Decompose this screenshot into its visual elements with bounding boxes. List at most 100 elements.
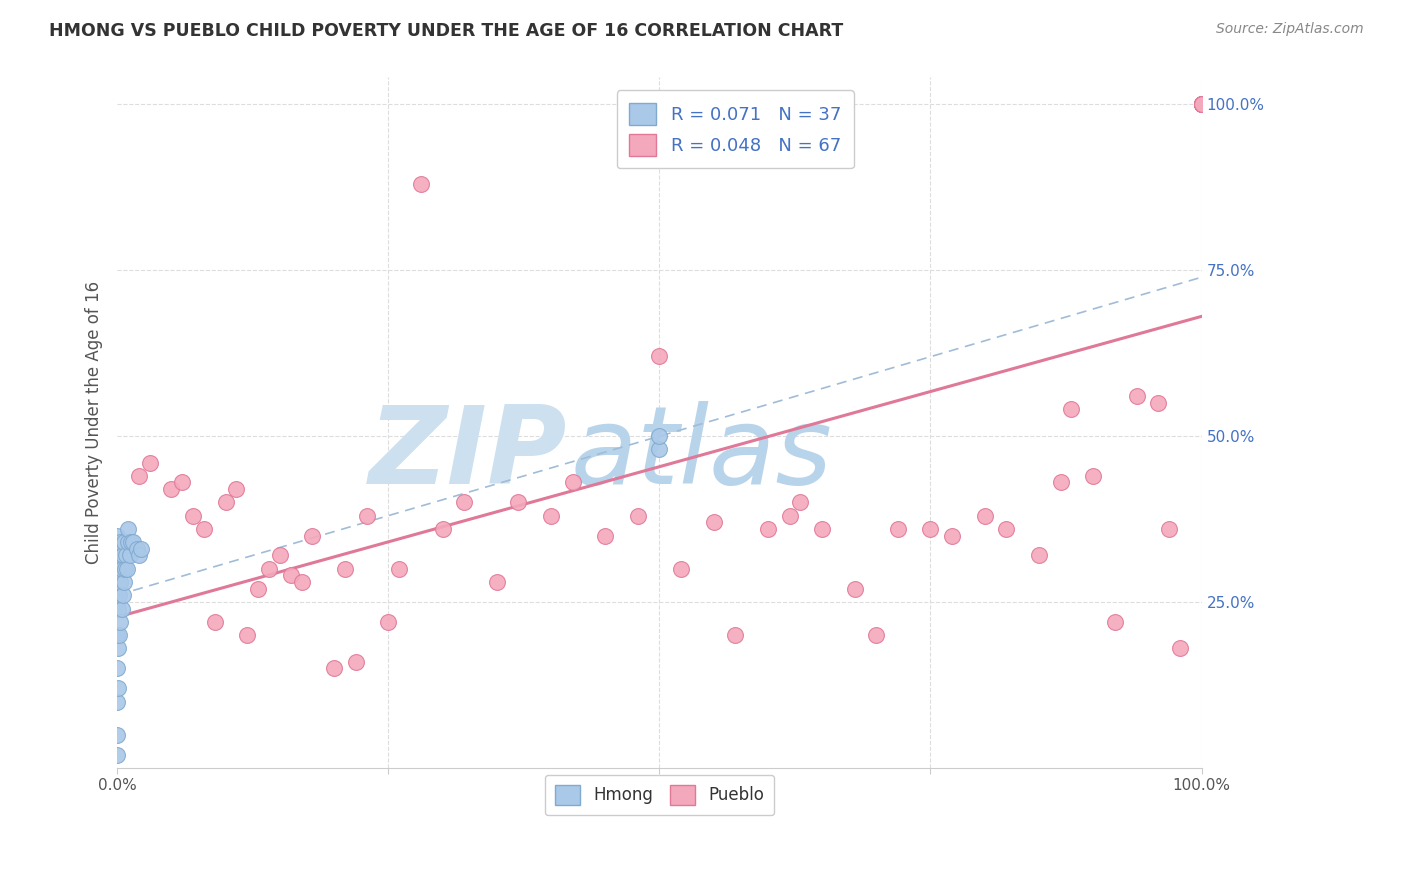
- Point: [114, 562, 136, 576]
- Point: [105, 728, 128, 742]
- Point: [107, 641, 129, 656]
- Point: [561, 475, 583, 490]
- Point: [172, 475, 194, 490]
- Point: [125, 541, 148, 556]
- Point: [1191, 97, 1213, 112]
- Point: [105, 694, 128, 708]
- Point: [485, 575, 508, 590]
- Point: [333, 562, 356, 576]
- Point: [1191, 97, 1213, 112]
- Point: [110, 562, 132, 576]
- Point: [356, 508, 378, 523]
- Legend: Hmong, Pueblo: Hmong, Pueblo: [546, 774, 773, 815]
- Point: [112, 575, 135, 590]
- Point: [453, 495, 475, 509]
- Point: [105, 747, 128, 762]
- Point: [105, 562, 128, 576]
- Point: [432, 522, 454, 536]
- Point: [110, 601, 132, 615]
- Point: [1191, 97, 1213, 112]
- Point: [920, 522, 942, 536]
- Point: [388, 562, 411, 576]
- Point: [995, 522, 1018, 536]
- Point: [789, 495, 811, 509]
- Point: [107, 601, 129, 615]
- Point: [540, 508, 562, 523]
- Point: [887, 522, 910, 536]
- Point: [247, 582, 270, 596]
- Text: HMONG VS PUEBLO CHILD POVERTY UNDER THE AGE OF 16 CORRELATION CHART: HMONG VS PUEBLO CHILD POVERTY UNDER THE …: [49, 22, 844, 40]
- Point: [105, 628, 128, 642]
- Point: [214, 495, 236, 509]
- Point: [1060, 402, 1083, 417]
- Point: [115, 562, 138, 576]
- Point: [1147, 396, 1170, 410]
- Point: [120, 549, 142, 563]
- Point: [1191, 97, 1213, 112]
- Text: Source: ZipAtlas.com: Source: ZipAtlas.com: [1216, 22, 1364, 37]
- Point: [110, 575, 132, 590]
- Point: [811, 522, 834, 536]
- Point: [648, 349, 671, 363]
- Point: [110, 535, 132, 549]
- Point: [111, 549, 134, 563]
- Point: [1028, 549, 1050, 563]
- Point: [108, 549, 131, 563]
- Point: [377, 615, 399, 629]
- Point: [225, 482, 247, 496]
- Point: [181, 508, 204, 523]
- Point: [323, 661, 346, 675]
- Point: [1191, 97, 1213, 112]
- Point: [193, 522, 215, 536]
- Point: [1191, 97, 1213, 112]
- Point: [1125, 389, 1147, 403]
- Point: [120, 535, 142, 549]
- Point: [1191, 97, 1213, 112]
- Point: [138, 456, 160, 470]
- Point: [1191, 97, 1213, 112]
- Point: [1157, 522, 1180, 536]
- Point: [129, 541, 152, 556]
- Point: [105, 595, 128, 609]
- Point: [111, 588, 134, 602]
- Point: [236, 628, 259, 642]
- Point: [107, 681, 129, 696]
- Point: [1191, 97, 1213, 112]
- Point: [160, 482, 183, 496]
- Point: [779, 508, 801, 523]
- Point: [115, 549, 138, 563]
- Point: [1191, 97, 1213, 112]
- Point: [1191, 97, 1213, 112]
- Point: [117, 535, 139, 549]
- Point: [941, 528, 963, 542]
- Point: [105, 661, 128, 675]
- Point: [669, 562, 692, 576]
- Point: [301, 528, 323, 542]
- Point: [409, 177, 432, 191]
- Point: [1104, 615, 1126, 629]
- Point: [1168, 641, 1191, 656]
- Point: [756, 522, 779, 536]
- Point: [593, 528, 616, 542]
- Text: atlas: atlas: [571, 401, 832, 507]
- Point: [844, 582, 866, 596]
- Point: [108, 628, 131, 642]
- Point: [117, 522, 139, 536]
- Point: [290, 575, 312, 590]
- Point: [1191, 97, 1213, 112]
- Point: [724, 628, 747, 642]
- Point: [128, 549, 150, 563]
- Point: [110, 615, 132, 629]
- Y-axis label: Child Poverty Under the Age of 16: Child Poverty Under the Age of 16: [86, 281, 103, 565]
- Point: [627, 508, 650, 523]
- Text: ZIP: ZIP: [368, 401, 567, 507]
- Point: [112, 535, 135, 549]
- Point: [108, 588, 131, 602]
- Point: [204, 615, 226, 629]
- Point: [122, 535, 145, 549]
- Point: [269, 549, 291, 563]
- Point: [648, 442, 671, 457]
- Point: [973, 508, 995, 523]
- Point: [703, 516, 725, 530]
- Point: [128, 468, 150, 483]
